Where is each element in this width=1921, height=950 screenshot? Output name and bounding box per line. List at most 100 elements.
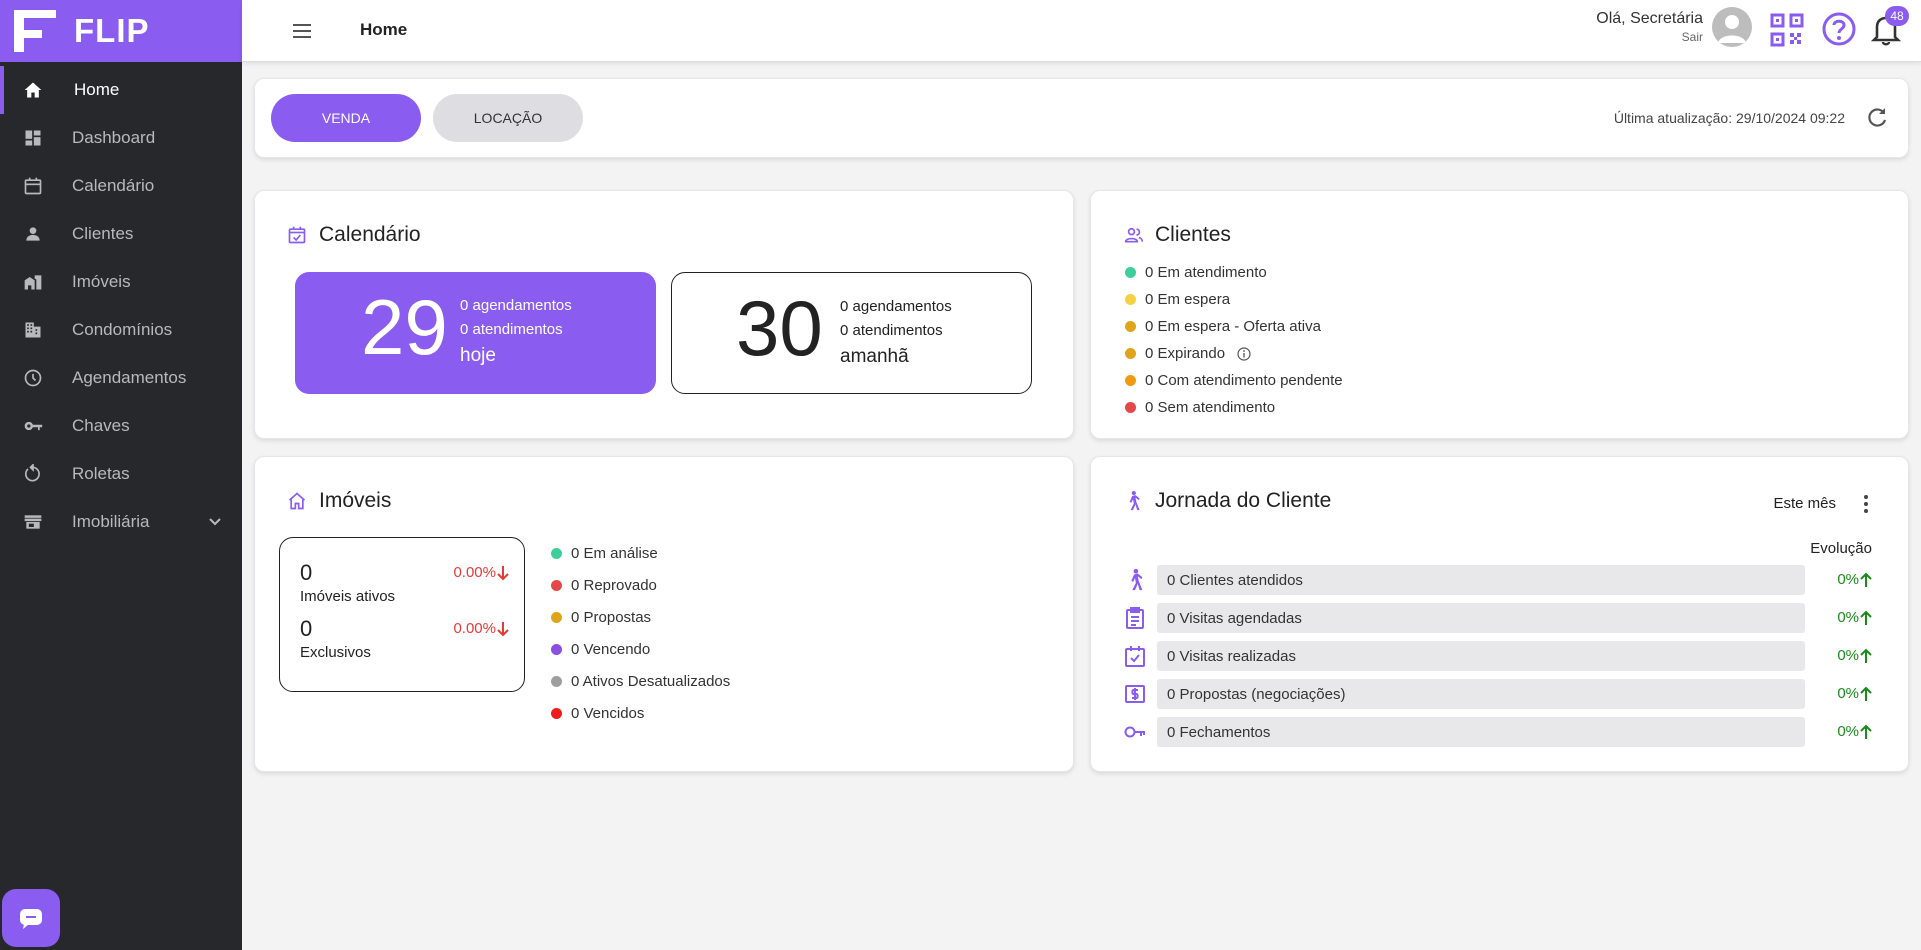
list-item[interactable]: 0 Em análise xyxy=(551,537,730,569)
journey-row[interactable]: 0 Visitas realizadas 0% xyxy=(1123,641,1873,671)
list-item[interactable]: 0 Sem atendimento xyxy=(1125,394,1343,421)
property-status-list: 0 Em análise 0 Reprovado 0 Propostas 0 V… xyxy=(551,537,730,729)
sidebar-item-calendario[interactable]: Calendário xyxy=(0,162,242,210)
sidebar-item-label: Imóveis xyxy=(72,272,131,291)
clock-icon xyxy=(18,366,48,390)
store-icon xyxy=(18,510,48,534)
menu-icon[interactable] xyxy=(290,19,314,43)
list-item[interactable]: 0 Vencendo xyxy=(551,633,730,665)
active-count: 0 xyxy=(300,560,313,585)
status-label: 0 Com atendimento pendente xyxy=(1145,372,1343,389)
today-label: hoje xyxy=(460,345,496,366)
journey-title: Jornada do Cliente xyxy=(1155,489,1332,512)
exclusive-pct-value: 0.00% xyxy=(453,620,496,637)
people-icon xyxy=(1123,224,1145,246)
journey-pct: 0% xyxy=(1837,571,1859,588)
status-label: 0 Em espera xyxy=(1145,291,1231,308)
today-atendimentos: 0 atendimentos xyxy=(460,321,563,338)
sidebar-item-imoveis[interactable]: Imóveis xyxy=(0,258,242,306)
sidebar-item-chaves[interactable]: Chaves xyxy=(0,402,242,450)
journey-bar: 0 Clientes atendidos xyxy=(1157,565,1805,595)
info-icon[interactable] xyxy=(1237,346,1251,361)
sidebar-item-imobiliaria[interactable]: Imobiliária xyxy=(0,498,242,546)
sidebar-item-condominios[interactable]: Condomínios xyxy=(0,306,242,354)
status-dot xyxy=(551,643,562,655)
chat-icon xyxy=(20,909,42,929)
condo-icon xyxy=(18,318,48,342)
card-title: Imóveis xyxy=(287,489,391,513)
buildings-icon xyxy=(18,270,48,294)
active-pct: 0.00% xyxy=(453,564,510,581)
journey-evolution: 0% xyxy=(1837,571,1873,588)
avatar[interactable] xyxy=(1712,7,1752,47)
chevron-down-icon[interactable] xyxy=(208,512,222,532)
status-label: 0 Propostas xyxy=(571,608,652,626)
list-item[interactable]: 0 Em atendimento xyxy=(1125,259,1343,286)
exclusive-properties[interactable]: 0 Exclusivos 0.00% xyxy=(300,616,510,661)
list-item[interactable]: 0 Em espera xyxy=(1125,286,1343,313)
list-item[interactable]: 0 Vencidos xyxy=(551,697,730,729)
status-dot xyxy=(551,675,562,687)
status-dot xyxy=(1125,294,1136,305)
status-label: 0 Sem atendimento xyxy=(1145,399,1276,416)
journey-evolution: 0% xyxy=(1837,647,1873,664)
journey-row[interactable]: 0 Propostas (negociações) 0% xyxy=(1123,679,1873,709)
period-selector[interactable]: Este mês xyxy=(1773,495,1836,512)
list-item[interactable]: 0 Ativos Desatualizados xyxy=(551,665,730,697)
tomorrow-summary[interactable]: 30 0 agendamentos 0 atendimentos amanhã xyxy=(671,272,1032,394)
list-item[interactable]: 0 Propostas xyxy=(551,601,730,633)
sidebar-item-label: Home xyxy=(74,80,120,99)
active-properties[interactable]: 0 Imóveis ativos 0.00% xyxy=(300,560,510,605)
list-item[interactable]: 0 Reprovado xyxy=(551,569,730,601)
chat-button[interactable] xyxy=(2,889,60,947)
status-dot xyxy=(551,707,562,719)
walking-person-icon xyxy=(1131,568,1143,591)
sidebar-nav: Home Dashboard Calendário Clientes Imóve… xyxy=(0,66,242,546)
journey-row[interactable]: 0 Fechamentos 0% xyxy=(1123,717,1873,747)
active-label: Imóveis ativos xyxy=(300,588,396,605)
calendar-check-icon xyxy=(287,224,309,246)
properties-card: Imóveis 0 Imóveis ativos 0.00% 0 Exclusi… xyxy=(254,456,1074,772)
today-summary[interactable]: 29 0 agendamentos 0 atendimentos hoje xyxy=(295,272,656,394)
status-dot xyxy=(551,611,562,623)
key-icon xyxy=(1124,726,1145,738)
more-options-icon[interactable] xyxy=(1862,493,1870,515)
sidebar-item-label: Calendário xyxy=(72,176,155,195)
list-item[interactable]: 0 Expirando xyxy=(1125,340,1343,367)
arrow-down-icon xyxy=(497,565,509,580)
refresh-icon[interactable] xyxy=(1864,105,1890,131)
status-dot xyxy=(1125,348,1136,359)
tomorrow-label: amanhã xyxy=(840,346,909,367)
list-item[interactable]: 0 Com atendimento pendente xyxy=(1125,367,1343,394)
evolution-header: Evolução xyxy=(1810,540,1872,557)
tomorrow-info: 0 agendamentos 0 atendimentos amanhã xyxy=(840,295,952,369)
help-icon[interactable] xyxy=(1821,11,1857,47)
sidebar-item-label: Condomínios xyxy=(72,320,173,339)
money-icon xyxy=(1125,685,1145,703)
sidebar-item-roletas[interactable]: Roletas xyxy=(0,450,242,498)
logout-link[interactable]: Sair xyxy=(1681,30,1703,44)
avatar-icon xyxy=(1718,15,1746,43)
arrow-up-icon xyxy=(1860,648,1872,663)
today-info: 0 agendamentos 0 atendimentos hoje xyxy=(460,294,572,368)
sidebar-item-dashboard[interactable]: Dashboard xyxy=(0,114,242,162)
clipboard-icon xyxy=(1126,607,1144,629)
qr-code-icon[interactable] xyxy=(1770,13,1804,47)
tab-venda[interactable]: VENDA xyxy=(271,94,421,142)
journey-evolution: 0% xyxy=(1837,723,1873,740)
tab-locacao[interactable]: LOCAÇÃO xyxy=(433,94,583,142)
journey-evolution: 0% xyxy=(1837,609,1873,626)
sidebar-item-label: Chaves xyxy=(72,416,130,435)
sidebar-item-home[interactable]: Home xyxy=(0,66,242,114)
logo[interactable]: FLIP xyxy=(0,0,242,62)
status-label: 0 Expirando xyxy=(1145,345,1226,362)
journey-row[interactable]: 0 Visitas agendadas 0% xyxy=(1123,603,1873,633)
sidebar-item-agendamentos[interactable]: Agendamentos xyxy=(0,354,242,402)
sidebar-item-clientes[interactable]: Clientes xyxy=(0,210,242,258)
status-label: 0 Vencidos xyxy=(571,704,645,722)
app-name: FLIP xyxy=(74,12,150,49)
journey-pct: 0% xyxy=(1837,723,1859,740)
card-title: Calendário xyxy=(287,223,421,247)
journey-row[interactable]: 0 Clientes atendidos 0% xyxy=(1123,565,1873,595)
list-item[interactable]: 0 Em espera - Oferta ativa xyxy=(1125,313,1343,340)
